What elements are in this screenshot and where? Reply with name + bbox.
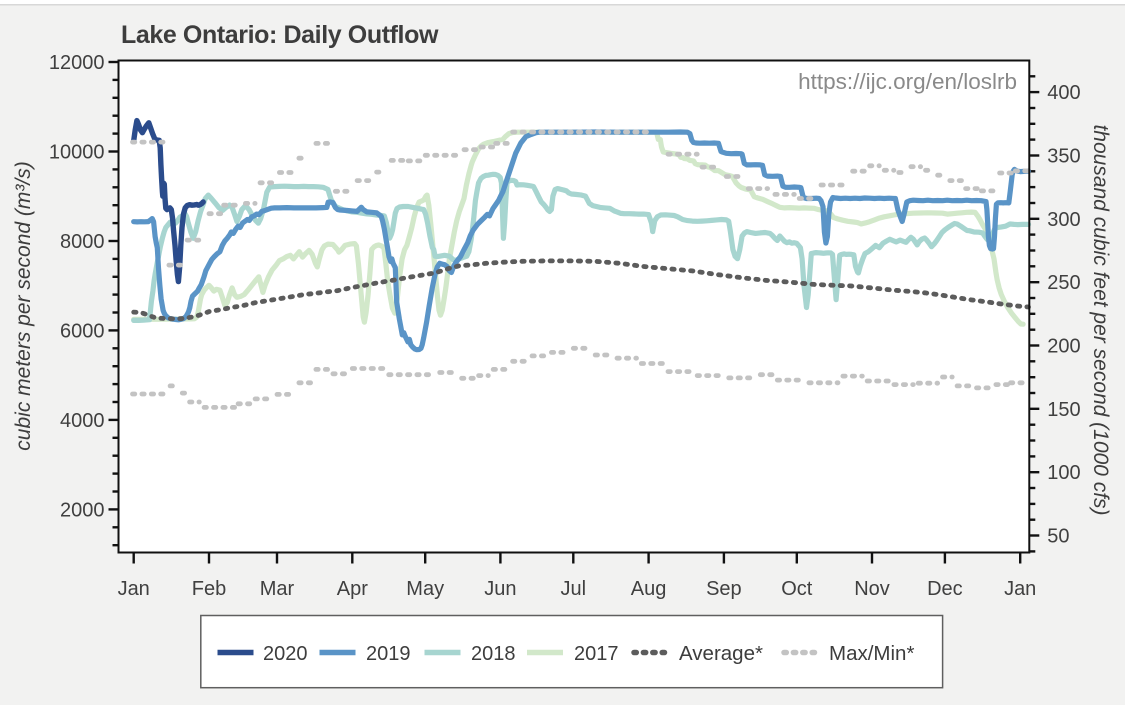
- svg-text:300: 300: [1047, 209, 1080, 231]
- svg-text:2018: 2018: [471, 643, 516, 665]
- svg-text:Aug: Aug: [631, 578, 667, 600]
- svg-text:2019: 2019: [366, 643, 411, 665]
- svg-text:8000: 8000: [60, 231, 105, 253]
- svg-text:400: 400: [1047, 82, 1080, 104]
- svg-text:200: 200: [1047, 336, 1080, 358]
- svg-text:cubic meters per second (m³/s): cubic meters per second (m³/s): [12, 161, 35, 450]
- svg-text:Jul: Jul: [561, 578, 587, 600]
- svg-text:Jun: Jun: [484, 578, 516, 600]
- svg-text:2000: 2000: [60, 499, 105, 521]
- svg-text:250: 250: [1047, 272, 1080, 294]
- svg-text:Average*: Average*: [679, 642, 763, 665]
- svg-text:10000: 10000: [49, 142, 105, 164]
- svg-text:100: 100: [1047, 462, 1080, 484]
- svg-text:Mar: Mar: [260, 578, 295, 600]
- svg-text:4000: 4000: [60, 410, 105, 432]
- svg-text:thousand cubic feet per second: thousand cubic feet per second (1000 cfs…: [1089, 124, 1112, 515]
- svg-text:350: 350: [1047, 146, 1080, 168]
- svg-text:Sep: Sep: [706, 578, 742, 600]
- svg-text:Oct: Oct: [781, 578, 813, 600]
- svg-text:150: 150: [1047, 399, 1080, 421]
- svg-text:50: 50: [1047, 526, 1069, 548]
- svg-text:https://ijc.org/en/loslrb: https://ijc.org/en/loslrb: [798, 69, 1017, 94]
- svg-text:2020: 2020: [263, 643, 308, 665]
- svg-text:May: May: [406, 578, 444, 600]
- svg-text:6000: 6000: [60, 320, 105, 342]
- svg-text:Feb: Feb: [192, 578, 226, 600]
- svg-text:Jan: Jan: [118, 578, 150, 600]
- svg-text:Nov: Nov: [854, 578, 890, 600]
- svg-text:Jan: Jan: [1004, 578, 1036, 600]
- svg-text:Apr: Apr: [337, 578, 368, 600]
- svg-text:Max/Min*: Max/Min*: [829, 642, 914, 665]
- svg-text:12000: 12000: [49, 52, 105, 74]
- svg-text:Lake Ontario: Daily Outflow: Lake Ontario: Daily Outflow: [121, 21, 439, 49]
- svg-text:Dec: Dec: [927, 578, 963, 600]
- svg-text:2017: 2017: [574, 643, 619, 665]
